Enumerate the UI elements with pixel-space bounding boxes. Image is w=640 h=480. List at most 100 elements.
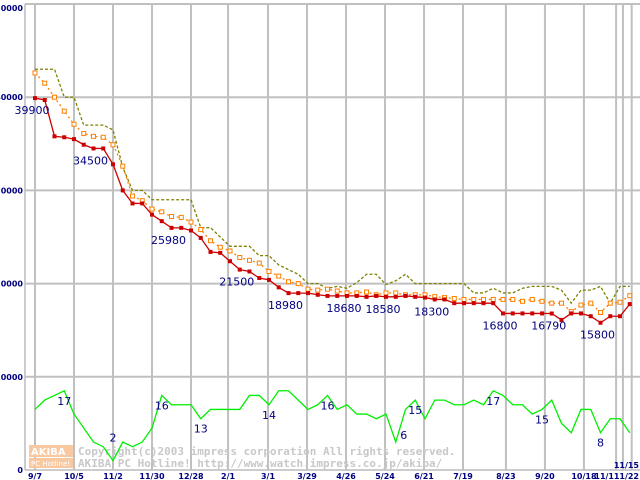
data-point-min bbox=[559, 317, 564, 322]
data-point-min bbox=[208, 249, 213, 254]
price-label: 18300 bbox=[414, 305, 449, 318]
x-tick-label: 11/1 bbox=[594, 472, 614, 480]
data-point-average bbox=[208, 238, 213, 244]
data-point-min bbox=[91, 146, 96, 151]
data-point-average bbox=[198, 227, 204, 233]
grid bbox=[24, 3, 640, 471]
data-point-min bbox=[335, 293, 340, 298]
data-point-min bbox=[364, 294, 369, 299]
data-point-average bbox=[500, 296, 506, 302]
data-point-average bbox=[100, 134, 106, 140]
data-point-average bbox=[71, 121, 77, 127]
data-point-min bbox=[130, 201, 135, 206]
data-point-average bbox=[471, 296, 477, 302]
data-point-average bbox=[159, 209, 165, 215]
data-point-average bbox=[305, 286, 311, 292]
data-point-min bbox=[218, 250, 223, 255]
data-point-min bbox=[296, 291, 301, 296]
data-point-average bbox=[607, 300, 613, 306]
data-point-average bbox=[598, 309, 603, 315]
data-point-min bbox=[413, 294, 418, 299]
data-point-average bbox=[451, 296, 457, 302]
data-point-average bbox=[169, 213, 174, 219]
x-tick-label: 11/2 bbox=[103, 472, 123, 480]
data-point-min bbox=[111, 162, 115, 167]
x-tick-label: 11/15 bbox=[614, 461, 640, 470]
data-point-min bbox=[276, 285, 281, 290]
x-axis: 9/7 10/5 11/2 11/30 12/28 2/1 3/1 3/29 4/26 5/24 6… bbox=[28, 461, 639, 480]
data-point-min bbox=[198, 235, 203, 240]
x-tick-label: 11/22 bbox=[614, 472, 639, 480]
data-point-average bbox=[383, 290, 389, 296]
data-point-average bbox=[286, 279, 291, 285]
data-point-average bbox=[325, 286, 330, 292]
shop-count-label: 6 bbox=[400, 429, 407, 442]
data-point-min bbox=[52, 134, 57, 139]
data-point-min bbox=[423, 295, 427, 300]
data-point-average bbox=[559, 300, 564, 306]
data-point-min bbox=[179, 225, 184, 230]
data-point-min bbox=[384, 294, 388, 299]
data-point-min bbox=[306, 291, 310, 296]
series-line-max bbox=[35, 68, 630, 305]
data-point-average bbox=[266, 268, 272, 274]
data-point-average bbox=[130, 193, 135, 199]
price-label: 34500 bbox=[73, 154, 108, 167]
data-point-average bbox=[461, 296, 467, 302]
data-point-average bbox=[32, 70, 38, 76]
y-tick-label: 30000 bbox=[0, 186, 23, 195]
price-label: 16790 bbox=[531, 320, 566, 333]
series-group bbox=[32, 68, 633, 462]
watermark-copyright: Copyright(c)2003 impress corporation All… bbox=[78, 445, 456, 458]
data-point-average bbox=[627, 293, 633, 299]
data-point-average bbox=[520, 298, 525, 304]
data-point-min bbox=[618, 314, 622, 319]
x-tick-label: 10/5 bbox=[64, 472, 84, 480]
data-point-min bbox=[462, 301, 466, 306]
price-label: 18680 bbox=[327, 302, 362, 315]
data-point-min bbox=[393, 294, 398, 299]
x-tick-label: 5/24 bbox=[375, 472, 395, 480]
data-point-min bbox=[101, 146, 106, 151]
data-point-min bbox=[491, 301, 496, 306]
x-tick-label: 9/7 bbox=[28, 472, 42, 480]
data-point-average bbox=[237, 255, 243, 261]
data-point-min bbox=[62, 135, 67, 140]
price-label: 18580 bbox=[366, 303, 401, 316]
data-point-average bbox=[52, 94, 57, 100]
data-point-min bbox=[286, 291, 291, 296]
data-point-min bbox=[159, 219, 164, 224]
shop-count-label: 17 bbox=[486, 395, 500, 408]
data-point-average bbox=[490, 296, 496, 302]
x-tick-label: 10/18 bbox=[571, 472, 597, 480]
data-point-min bbox=[608, 314, 613, 319]
y-tick-label: 20000 bbox=[0, 280, 23, 289]
data-point-average bbox=[217, 244, 223, 250]
data-point-average bbox=[617, 299, 623, 305]
data-point-average bbox=[539, 298, 545, 304]
data-point-min bbox=[140, 201, 145, 206]
data-point-average bbox=[510, 296, 516, 302]
x-tick-label: 9/20 bbox=[535, 472, 555, 480]
y-tick-label: 0 bbox=[17, 466, 23, 475]
shop-count-label: 15 bbox=[535, 413, 549, 426]
price-label: 16800 bbox=[483, 319, 518, 332]
data-point-min bbox=[471, 301, 476, 306]
watermark: AKIBA PC Hotline! Copyright(c)2003 impre… bbox=[29, 445, 456, 470]
shop-count-label: 16 bbox=[155, 399, 169, 412]
y-tick-label: 50000 bbox=[0, 4, 23, 13]
series-line-shops bbox=[34, 389, 631, 462]
watermark-logo-top-bg bbox=[29, 445, 73, 457]
shop-count-label: 2 bbox=[110, 432, 117, 445]
data-point-min bbox=[81, 142, 86, 147]
data-point-min bbox=[627, 302, 632, 307]
data-point-min bbox=[267, 277, 271, 282]
data-point-min bbox=[247, 269, 252, 274]
data-point-min bbox=[169, 225, 174, 230]
data-point-min bbox=[432, 297, 437, 302]
data-point-average bbox=[247, 257, 252, 263]
data-point-average bbox=[81, 131, 87, 137]
series-line-min bbox=[34, 97, 631, 324]
data-point-average bbox=[529, 296, 535, 302]
